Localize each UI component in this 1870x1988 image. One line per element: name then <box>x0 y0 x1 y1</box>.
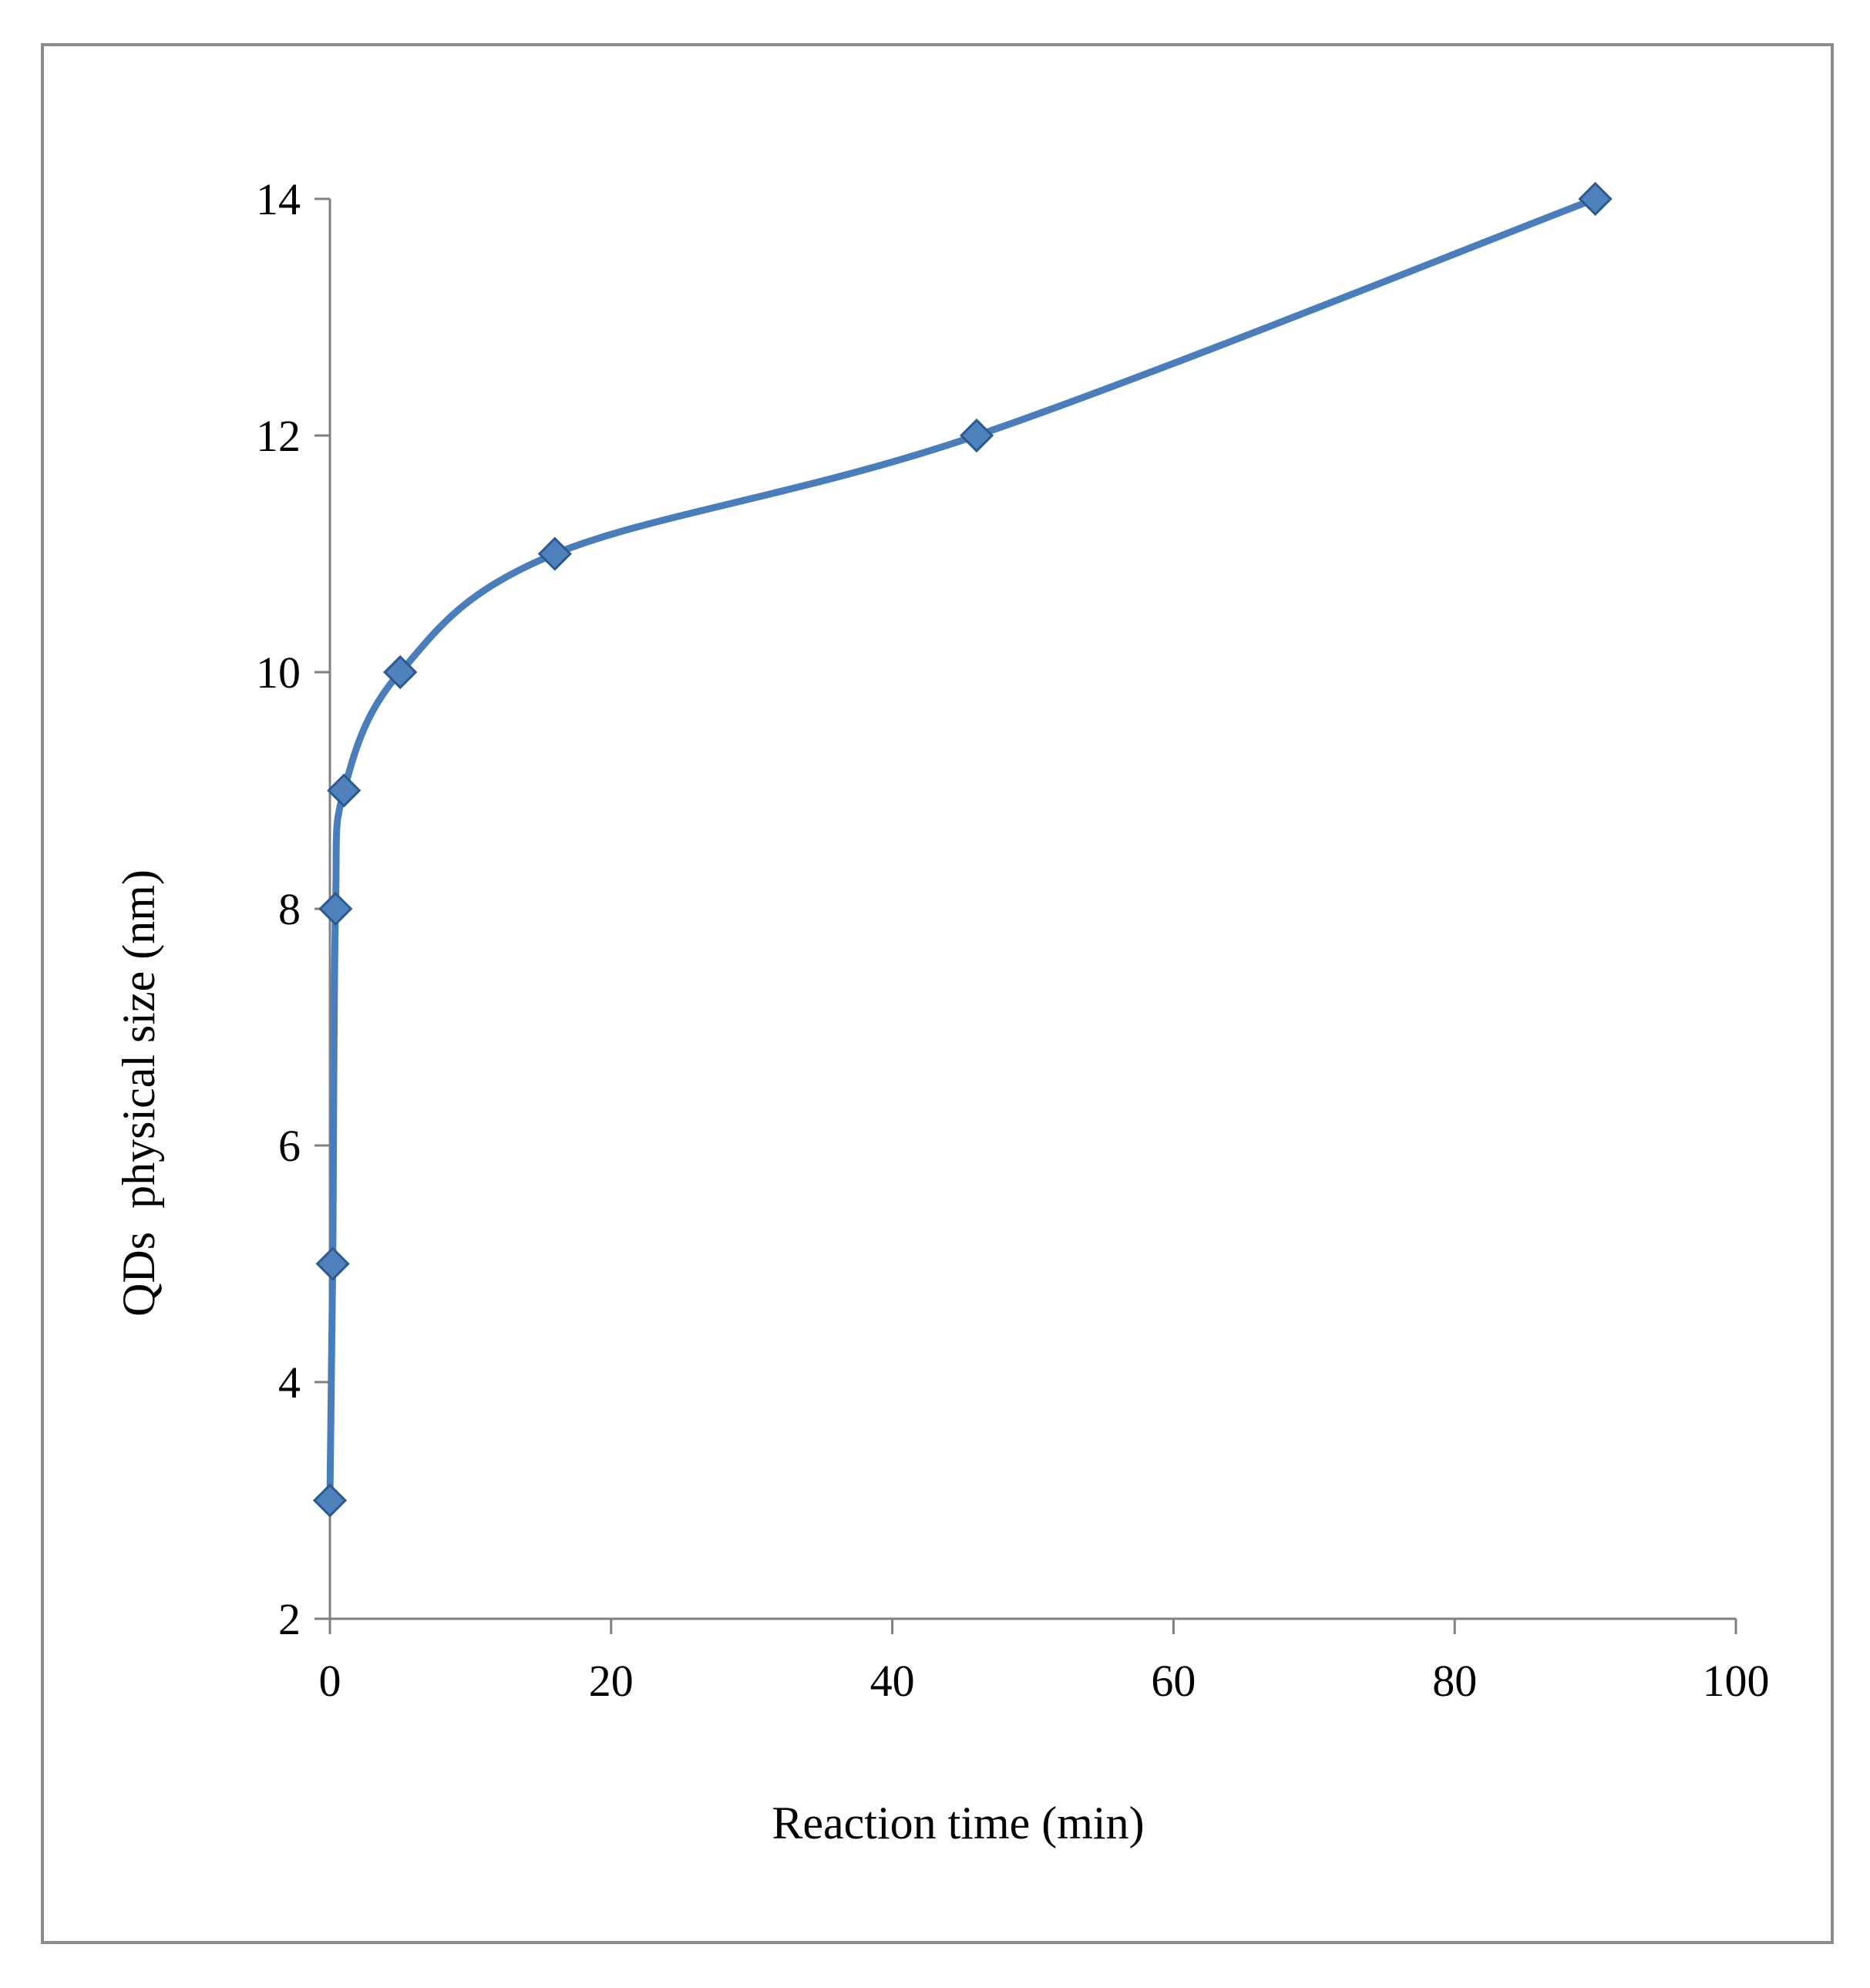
data-point-marker <box>318 891 353 927</box>
plot-area <box>312 181 1613 1518</box>
x-tick-label: 60 <box>1151 1656 1196 1706</box>
y-tick-label: 8 <box>278 884 301 934</box>
y-tick-label: 10 <box>256 648 301 698</box>
y-tick-label: 6 <box>278 1121 301 1171</box>
y-tick-label: 2 <box>278 1594 301 1644</box>
chart-border <box>41 43 1834 1944</box>
x-tick-label: 0 <box>319 1656 341 1706</box>
data-point-marker <box>312 1483 348 1518</box>
data-point-marker <box>537 537 572 571</box>
data-point-marker <box>959 418 994 453</box>
x-tick-label: 100 <box>1703 1656 1770 1706</box>
y-tick-label: 4 <box>278 1357 301 1408</box>
tick-labels: 0 20 40 60 80 100 2 4 6 8 10 12 14 <box>256 174 1770 1706</box>
x-tick-label: 20 <box>589 1656 634 1706</box>
x-tick-label: 80 <box>1432 1656 1477 1706</box>
y-tick-label: 12 <box>256 411 301 461</box>
data-point-marker <box>315 1246 350 1281</box>
y-tick-label: 14 <box>256 174 301 224</box>
x-tick-label: 40 <box>870 1656 915 1706</box>
x-axis-title: Reaction time (min) <box>772 1798 1144 1848</box>
data-point-marker <box>327 773 362 808</box>
data-point-marker <box>383 654 418 690</box>
y-axis-title: QDs physical size (nm) <box>113 870 164 1317</box>
data-point-marker <box>1578 181 1613 217</box>
